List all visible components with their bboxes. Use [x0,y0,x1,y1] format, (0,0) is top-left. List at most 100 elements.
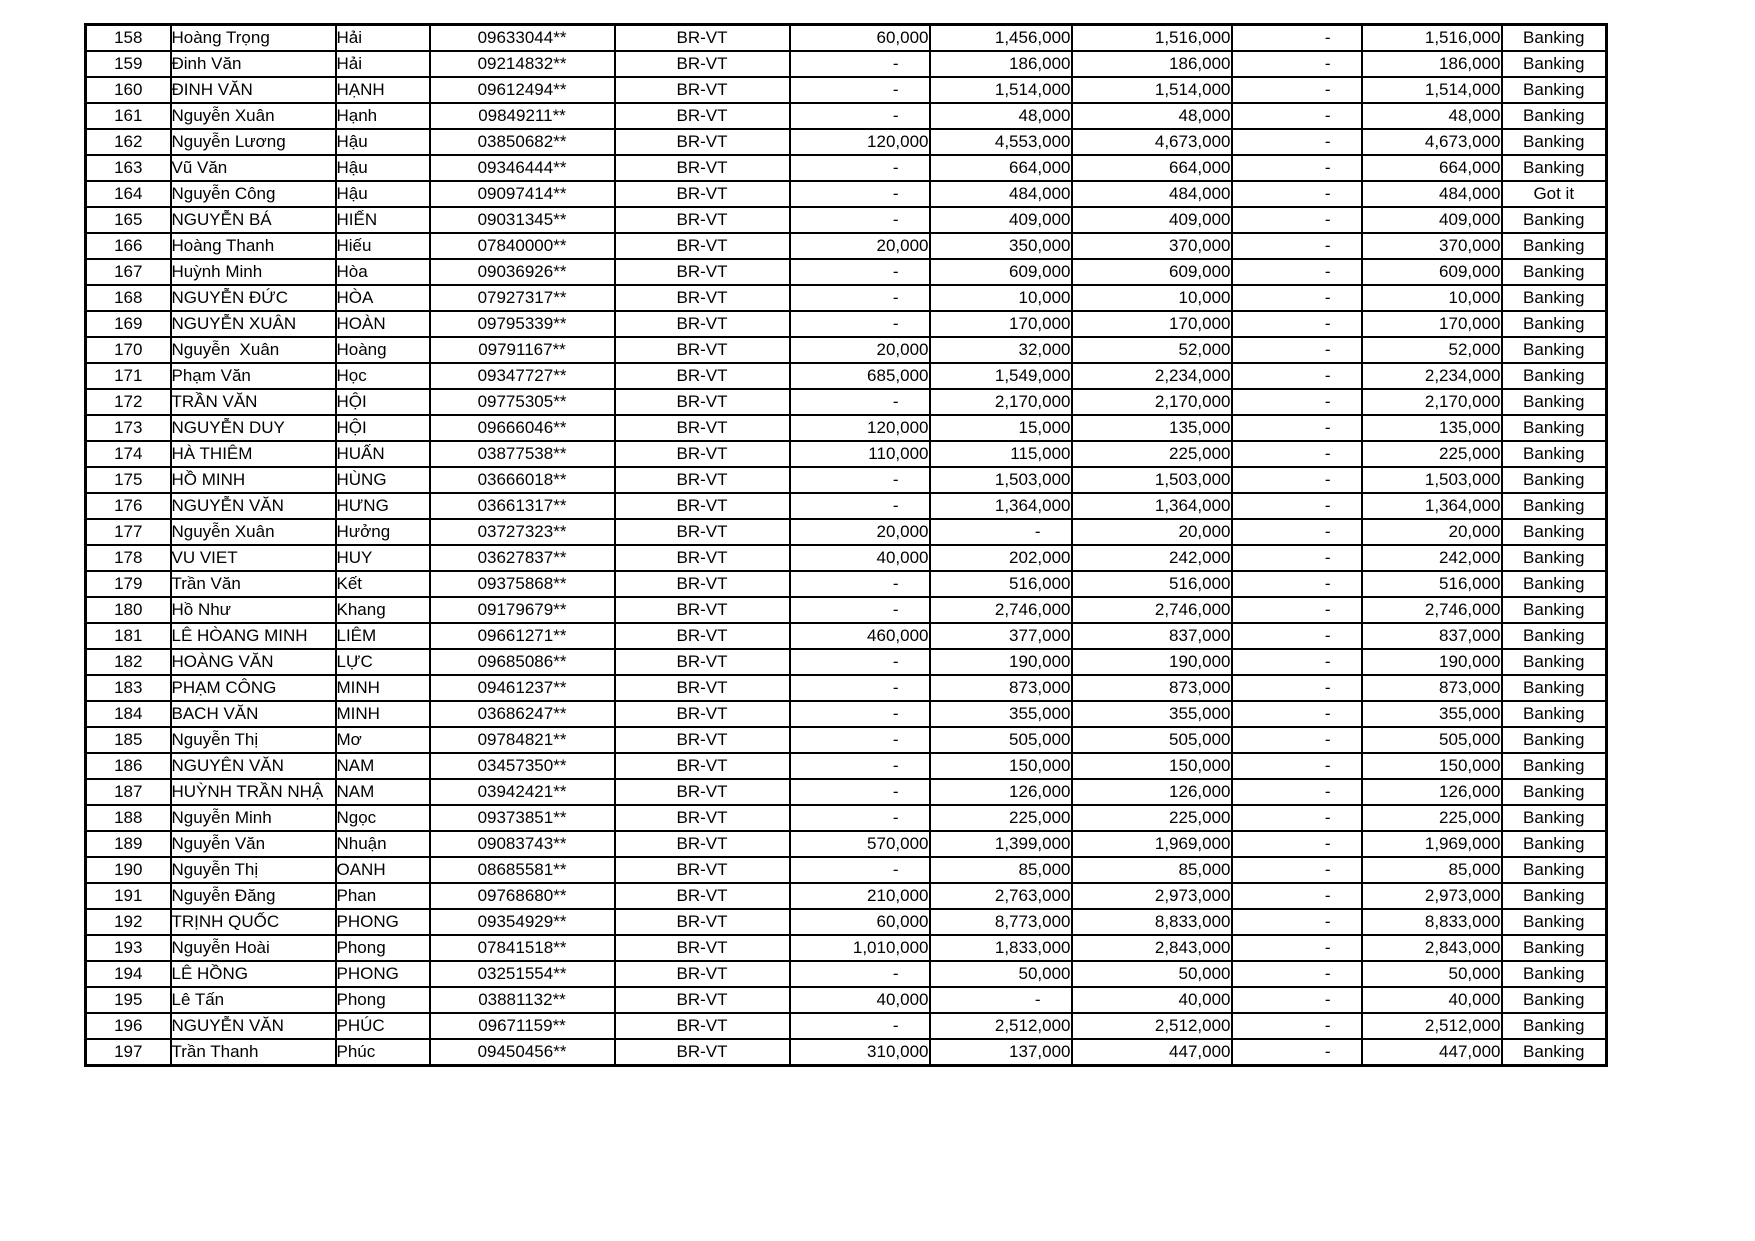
cell-first-name: LÊ HỒNG [169,960,337,988]
cell-row-number: 179 [84,570,172,598]
cell-last-name: Hoàng [334,336,431,364]
cell-payment-method: Banking [1500,622,1608,650]
cell-deduction: - [1230,50,1363,78]
cell-total-amount: 242,000 [1070,544,1233,572]
cell-paid-amount: 837,000 [1360,622,1503,650]
cell-phone-number: 09795339** [428,310,616,338]
cell-row-number: 164 [84,180,172,208]
cell-phone-number: 09097414** [428,180,616,208]
cell-amount-1: 60,000 [788,23,931,52]
cell-total-amount: 2,973,000 [1070,882,1233,910]
cell-last-name: PHÚC [334,1012,431,1040]
cell-deduction: - [1230,206,1363,234]
cell-row-number: 189 [84,830,172,858]
cell-total-amount: 126,000 [1070,778,1233,806]
cell-payment-method: Banking [1500,440,1608,468]
cell-last-name: Hưởng [334,518,431,546]
cell-deduction: - [1230,960,1363,988]
cell-total-amount: 85,000 [1070,856,1233,884]
cell-paid-amount: 135,000 [1360,414,1503,442]
cell-region: BR-VT [613,882,791,910]
cell-row-number: 196 [84,1012,172,1040]
cell-amount-1: 40,000 [788,544,931,572]
cell-deduction: - [1230,570,1363,598]
cell-phone-number: 09784821** [428,726,616,754]
cell-first-name: Lê Tấn [169,986,337,1014]
cell-region: BR-VT [613,544,791,572]
cell-payment-method: Banking [1500,778,1608,806]
cell-amount-1: - [788,1012,931,1040]
cell-row-number: 197 [84,1038,172,1067]
cell-last-name: Phong [334,986,431,1014]
cell-amount-1: 570,000 [788,830,931,858]
cell-payment-method: Banking [1500,154,1608,182]
cell-row-number: 169 [84,310,172,338]
cell-amount-1: - [788,752,931,780]
cell-region: BR-VT [613,76,791,104]
cell-payment-method: Banking [1500,830,1608,858]
cell-last-name: HUY [334,544,431,572]
table-row: 159 Đinh Văn Hải 09214832** BR-VT - 186,… [84,50,1608,78]
cell-total-amount: 2,234,000 [1070,362,1233,390]
cell-phone-number: 09354929** [428,908,616,936]
cell-region: BR-VT [613,856,791,884]
cell-deduction: - [1230,648,1363,676]
cell-row-number: 175 [84,466,172,494]
cell-amount-2: 664,000 [928,154,1073,182]
spreadsheet-region: 158 Hoàng Trọng Hải 09633044** BR-VT 60,… [84,23,1608,1067]
cell-amount-1: - [788,102,931,130]
table-row: 174 HÀ THIÊM HUẤN 03877538** BR-VT 110,0… [84,440,1608,468]
cell-region: BR-VT [613,648,791,676]
cell-paid-amount: 10,000 [1360,284,1503,312]
cell-last-name: OANH [334,856,431,884]
table-row: 194 LÊ HỒNG PHONG 03251554** BR-VT - 50,… [84,960,1608,988]
cell-total-amount: 10,000 [1070,284,1233,312]
cell-first-name: VU VIET [169,544,337,572]
cell-phone-number: 09612494** [428,76,616,104]
cell-deduction: - [1230,700,1363,728]
cell-last-name: Mơ [334,726,431,754]
cell-payment-method: Banking [1500,726,1608,754]
cell-phone-number: 03666018** [428,466,616,494]
cell-amount-2: 186,000 [928,50,1073,78]
cell-row-number: 183 [84,674,172,702]
cell-paid-amount: 50,000 [1360,960,1503,988]
cell-amount-1: 120,000 [788,414,931,442]
cell-amount-2: 377,000 [928,622,1073,650]
cell-amount-1: - [788,466,931,494]
cell-deduction: - [1230,752,1363,780]
cell-amount-2: 126,000 [928,778,1073,806]
cell-region: BR-VT [613,154,791,182]
cell-first-name: NGUYỄN VĂN [169,492,337,520]
cell-deduction: - [1230,544,1363,572]
cell-row-number: 178 [84,544,172,572]
cell-amount-2: 2,170,000 [928,388,1073,416]
cell-last-name: Kết [334,570,431,598]
cell-row-number: 188 [84,804,172,832]
cell-first-name: Huỳnh Minh [169,258,337,286]
cell-region: BR-VT [613,726,791,754]
table-row: 166 Hoàng Thanh Hiếu 07840000** BR-VT 20… [84,232,1608,260]
table-row: 190 Nguyễn Thị OANH 08685581** BR-VT - 8… [84,856,1608,884]
cell-total-amount: 50,000 [1070,960,1233,988]
cell-amount-2: 8,773,000 [928,908,1073,936]
cell-deduction: - [1230,804,1363,832]
cell-amount-2: 190,000 [928,648,1073,676]
cell-last-name: LIÊM [334,622,431,650]
cell-phone-number: 09036926** [428,258,616,286]
cell-payment-method: Banking [1500,570,1608,598]
cell-first-name: Nguyễn Xuân [169,518,337,546]
cell-amount-2: 2,763,000 [928,882,1073,910]
cell-deduction: - [1230,778,1363,806]
cell-amount-2: 50,000 [928,960,1073,988]
cell-payment-method: Banking [1500,128,1608,156]
cell-row-number: 182 [84,648,172,676]
cell-region: BR-VT [613,596,791,624]
cell-amount-1: - [788,856,931,884]
cell-row-number: 184 [84,700,172,728]
cell-paid-amount: 85,000 [1360,856,1503,884]
cell-total-amount: 484,000 [1070,180,1233,208]
cell-deduction: - [1230,908,1363,936]
table-row: 167 Huỳnh Minh Hòa 09036926** BR-VT - 60… [84,258,1608,286]
cell-phone-number: 09375868** [428,570,616,598]
